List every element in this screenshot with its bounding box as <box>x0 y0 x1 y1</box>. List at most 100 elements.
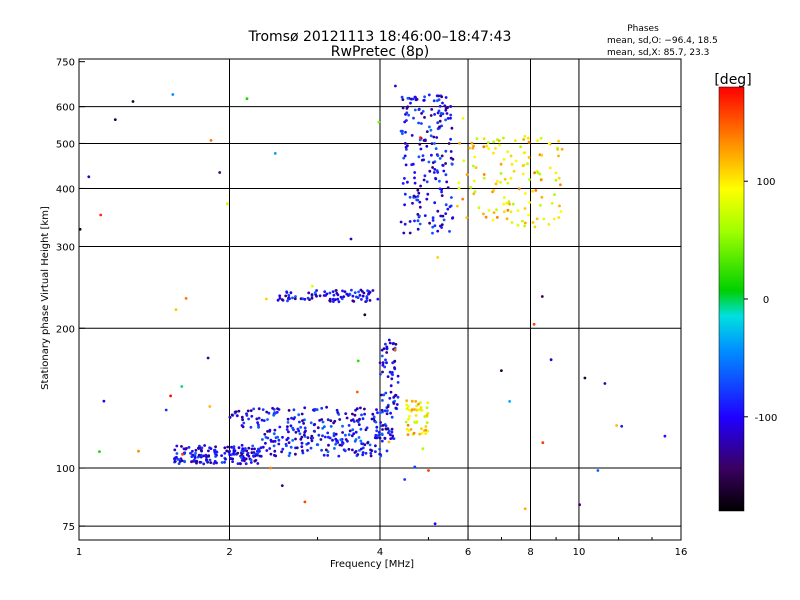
data-point <box>523 224 526 228</box>
data-point <box>411 97 415 101</box>
data-point <box>357 290 360 294</box>
data-point <box>353 413 357 417</box>
data-point <box>512 169 516 173</box>
y-axis-label: Stationary phase Virtual Height [km] <box>40 206 51 390</box>
data-point <box>360 298 363 301</box>
data-point <box>413 181 417 185</box>
data-point <box>262 419 266 422</box>
data-point <box>434 177 438 181</box>
data-point <box>249 458 253 462</box>
data-point <box>242 421 246 425</box>
data-point <box>204 453 208 457</box>
data-point <box>429 128 433 132</box>
data-point <box>415 420 419 424</box>
data-point <box>417 402 420 406</box>
data-point <box>436 209 440 213</box>
data-point <box>406 180 409 184</box>
data-point <box>332 293 336 297</box>
data-point <box>190 455 194 458</box>
data-point <box>558 204 561 208</box>
data-point <box>560 147 564 151</box>
data-point <box>294 295 297 298</box>
data-point <box>406 433 410 436</box>
data-point <box>368 443 372 447</box>
data-point <box>363 407 366 411</box>
data-point <box>350 434 354 438</box>
data-point <box>303 426 307 430</box>
data-point <box>193 454 197 457</box>
data-point <box>418 222 422 226</box>
data-point <box>499 162 503 166</box>
data-point <box>350 288 353 292</box>
data-point <box>260 418 264 422</box>
data-point <box>396 395 400 399</box>
data-point <box>603 382 607 385</box>
data-point <box>440 188 443 192</box>
data-point <box>377 120 381 124</box>
data-point <box>310 293 314 296</box>
data-point <box>351 428 355 432</box>
data-point <box>253 459 257 463</box>
data-point <box>316 443 320 447</box>
data-point <box>131 100 135 103</box>
data-point <box>255 417 259 421</box>
data-point <box>183 451 187 455</box>
data-point <box>381 428 384 431</box>
data-point <box>234 410 238 414</box>
data-point <box>385 449 389 453</box>
data-point <box>351 412 354 416</box>
data-point <box>208 405 212 408</box>
data-point <box>387 338 391 342</box>
data-point <box>257 423 260 427</box>
data-point <box>352 432 356 436</box>
data-point <box>423 95 426 99</box>
data-point <box>231 460 235 463</box>
data-point <box>441 164 445 167</box>
data-point <box>497 139 501 143</box>
data-point <box>438 104 442 108</box>
data-point <box>364 451 368 455</box>
data-point <box>433 113 436 116</box>
data-point <box>384 424 388 428</box>
data-point <box>295 446 299 450</box>
data-point <box>243 447 247 450</box>
data-point <box>413 465 417 469</box>
data-point <box>403 478 407 481</box>
data-point <box>266 436 270 440</box>
data-point <box>346 293 350 297</box>
data-point <box>291 296 294 300</box>
data-point <box>436 256 440 259</box>
data-point <box>425 421 429 424</box>
data-point <box>413 420 416 424</box>
data-point <box>414 414 418 417</box>
data-point <box>351 448 354 452</box>
y-tick-label: 500 <box>56 139 75 150</box>
data-point <box>384 342 387 346</box>
data-point <box>215 450 219 454</box>
data-point <box>257 425 260 429</box>
data-point <box>394 406 398 410</box>
data-point <box>294 452 297 456</box>
data-point <box>415 198 419 202</box>
data-point <box>268 428 272 432</box>
data-point <box>250 451 254 454</box>
data-point <box>439 111 443 115</box>
data-point <box>249 409 253 412</box>
data-point <box>419 136 422 140</box>
data-point <box>620 424 624 428</box>
data-point <box>272 413 276 417</box>
data-point <box>293 297 297 301</box>
data-point <box>533 225 537 229</box>
data-point <box>435 94 439 98</box>
data-point <box>334 432 338 436</box>
data-point <box>351 294 355 298</box>
data-point <box>409 428 413 431</box>
data-point <box>394 393 398 397</box>
data-point <box>245 414 249 417</box>
data-point <box>387 431 390 435</box>
data-point <box>473 155 477 159</box>
data-point <box>408 415 411 418</box>
data-point <box>495 208 498 212</box>
data-point <box>249 425 253 429</box>
